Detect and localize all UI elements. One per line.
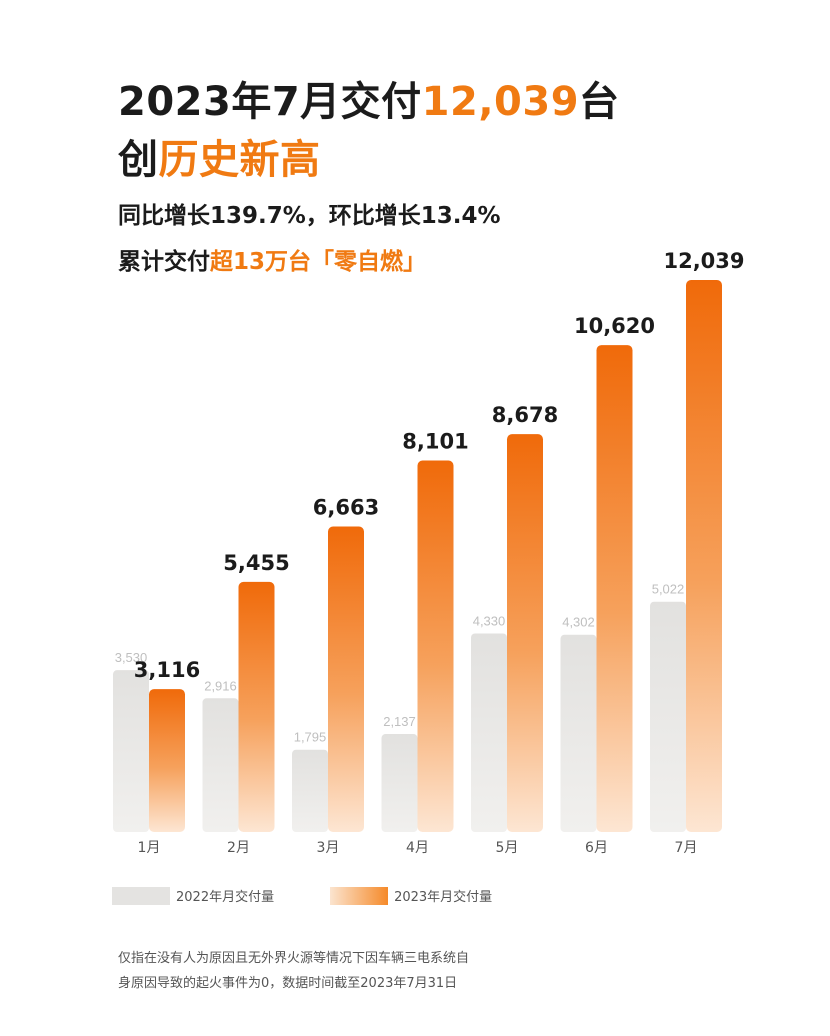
growth-label: 同比增长139.7%，环比增长13.4% bbox=[118, 203, 501, 229]
category-label-4: 4月 bbox=[406, 840, 429, 856]
growth-text: 同比增长139.7%，环比增长13.4% bbox=[118, 200, 501, 232]
legend: 2022年月交付量 2023年月交付量 bbox=[112, 886, 548, 905]
bar-2023-2 bbox=[238, 581, 275, 832]
legend-swatch-2023 bbox=[330, 886, 389, 905]
footnote: 仅指在没有人为原因且无外界火源等情况下因车辆三电系统自 身原因导致的起火事件为0… bbox=[118, 946, 538, 996]
label-2022-2: 2,916 bbox=[204, 678, 237, 693]
category-label-1: 1月 bbox=[138, 840, 161, 856]
bar-2023-7 bbox=[686, 280, 722, 832]
label-2023-1: 3,116 bbox=[134, 658, 200, 682]
label-2023-5: 8,678 bbox=[492, 403, 558, 427]
label-2023-3: 6,663 bbox=[313, 495, 379, 519]
headline: 2023年7月交付12,039台 bbox=[118, 72, 620, 132]
legend-item-2022: 2022年月交付量 bbox=[112, 886, 274, 905]
bar-2023-4 bbox=[417, 460, 454, 832]
cumulative-highlight: 超13万台「零自燃」 bbox=[210, 249, 427, 275]
bar-2023-6 bbox=[596, 345, 633, 832]
record-prefix: 创 bbox=[118, 137, 159, 183]
legend-swatch-2022 bbox=[112, 886, 170, 905]
category-label-7: 7月 bbox=[675, 840, 698, 856]
category-label-2: 2月 bbox=[227, 840, 250, 856]
bar-2022-3 bbox=[292, 749, 328, 832]
cumulative-text: 累计交付超13万台「零自燃」 bbox=[118, 246, 426, 278]
bar-2023-3 bbox=[328, 526, 364, 832]
bar-2023-1 bbox=[149, 689, 185, 832]
label-2022-1: 3,530 bbox=[115, 650, 148, 665]
bar-2022-7 bbox=[650, 601, 686, 832]
headline-unit: 台 bbox=[579, 79, 620, 125]
label-2022-4: 2,137 bbox=[383, 714, 416, 729]
label-2023-7: 12,039 bbox=[663, 249, 744, 273]
headline-delivery-count: 12,039 bbox=[421, 79, 580, 125]
category-label-5: 5月 bbox=[496, 840, 519, 856]
bar-2022-2 bbox=[202, 698, 239, 832]
label-2022-6: 4,302 bbox=[562, 615, 595, 630]
footnote-line-2: 身原因导致的起火事件为0，数据时间截至2023年7月31日 bbox=[118, 976, 458, 991]
label-2022-3: 1,795 bbox=[294, 730, 327, 745]
footnote-line-1: 仅指在没有人为原因且无外界火源等情况下因车辆三电系统自 bbox=[118, 951, 470, 966]
bar-2022-4 bbox=[381, 734, 418, 832]
bar-2022-6 bbox=[560, 634, 597, 832]
bar-2023-5 bbox=[507, 434, 543, 832]
label-2022-5: 4,330 bbox=[473, 613, 506, 628]
label-2023-6: 10,620 bbox=[574, 314, 655, 338]
category-label-6: 6月 bbox=[585, 840, 608, 856]
legend-item-2023: 2023年月交付量 bbox=[330, 886, 492, 905]
category-label-3: 3月 bbox=[317, 840, 340, 856]
label-2023-4: 8,101 bbox=[402, 430, 468, 454]
legend-label-2023: 2023年月交付量 bbox=[394, 890, 493, 905]
label-2023-2: 5,455 bbox=[223, 551, 289, 575]
label-2022-7: 5,022 bbox=[652, 582, 685, 597]
headline-record: 创历史新高 bbox=[118, 130, 321, 190]
legend-label-2022: 2022年月交付量 bbox=[176, 890, 275, 905]
bar-2022-5 bbox=[471, 633, 507, 832]
bar-2022-1 bbox=[113, 670, 149, 832]
record-highlight: 历史新高 bbox=[158, 137, 321, 183]
headline-prefix: 2023年7月交付 bbox=[118, 79, 422, 125]
cumulative-prefix: 累计交付 bbox=[118, 249, 210, 275]
